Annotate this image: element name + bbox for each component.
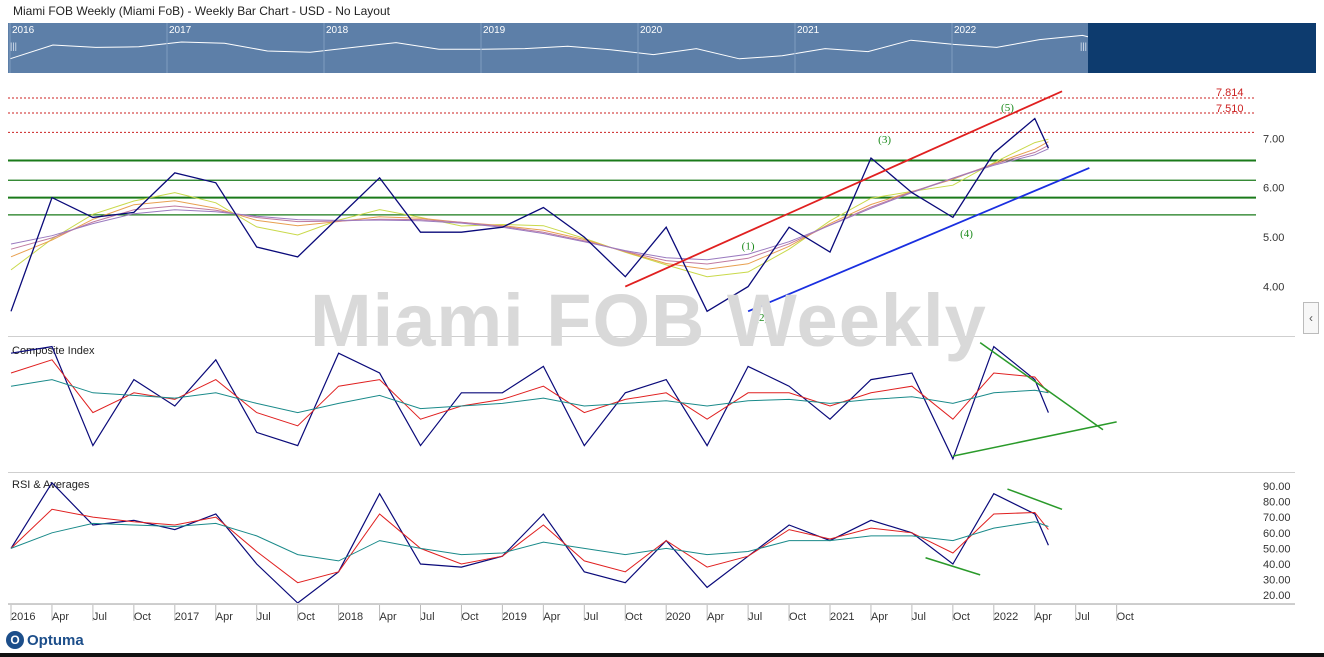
rsi-tick-4: 60.00 xyxy=(1263,528,1291,540)
rsi-panel[interactable]: RSI & Averages 20.00 30.00 40.00 50.00 60.00… xyxy=(8,475,1295,604)
time-label-5: Apr xyxy=(216,611,233,623)
price-chart: 7.814 7.510 (1) (2) (3) (4) (5) 4.00 5.00 6.00 7.0… xyxy=(8,87,1284,324)
wave-label-2: (3) xyxy=(878,134,891,146)
time-label-2: Jul xyxy=(93,611,107,623)
navigator-year-2017: 2017 xyxy=(169,25,192,36)
navigator-year-2020: 2020 xyxy=(640,25,663,36)
time-label-13: Apr xyxy=(543,611,560,623)
composite-series-2 xyxy=(10,379,1049,414)
rsi-chart: 20.00 30.00 40.00 50.00 60.00 70.00 80.00 90.00 xyxy=(10,481,1291,603)
rsi-tick-1: 30.00 xyxy=(1263,575,1291,587)
price-tick-3: 7.00 xyxy=(1263,133,1284,145)
navigator-year-2022: 2022 xyxy=(954,25,977,36)
chart-title: Miami FOB Weekly (Miami FoB) - Weekly Ba… xyxy=(13,4,390,18)
navigator-line xyxy=(9,34,1097,60)
price-tick-2: 6.00 xyxy=(1263,183,1284,195)
price-panel[interactable]: 7.814 7.510 (1) (2) (3) (4) (5) 4.00 5.00 6.00 7.0… xyxy=(8,74,1295,337)
wave-label-1: (2) xyxy=(755,312,768,324)
price-tick-0: 4.00 xyxy=(1263,282,1284,294)
navigator-left-grip[interactable]: ||| xyxy=(10,41,18,51)
time-label-24: 2022 xyxy=(994,611,1018,623)
time-label-4: 2017 xyxy=(175,611,199,623)
composite-series-0 xyxy=(10,345,1049,461)
navigator-sparkline xyxy=(9,23,1097,73)
time-label-6: Jul xyxy=(257,611,271,623)
rsi-trendline-1 xyxy=(1007,488,1063,511)
time-label-0: 2016 xyxy=(11,611,35,623)
time-label-16: 2020 xyxy=(666,611,690,623)
price-tick-1: 5.00 xyxy=(1263,232,1284,244)
resistance-trendline xyxy=(624,90,1063,288)
composite-series-1 xyxy=(10,359,1049,427)
time-axis-labels: 2016 Apr Jul Oct 2017 Apr Jul Oct 2018 Apr Jul Oct 2… xyxy=(10,605,1134,623)
wave-label-4: (5) xyxy=(1001,102,1014,114)
rsi-trendline-0 xyxy=(925,557,981,576)
navigator-year-2021: 2021 xyxy=(797,25,820,36)
navigator-year-2019: 2019 xyxy=(483,25,506,36)
rsi-tick-0: 20.00 xyxy=(1263,590,1291,602)
collapse-panel-button[interactable]: ‹ xyxy=(1303,302,1319,334)
rsi-series-0 xyxy=(10,481,1049,603)
rsi-series-1 xyxy=(10,508,1049,584)
time-label-17: Apr xyxy=(707,611,724,623)
ma-line-2 xyxy=(10,144,1049,265)
time-label-14: Jul xyxy=(584,611,598,623)
support-trendline xyxy=(747,167,1090,313)
navigator-selection[interactable] xyxy=(1088,23,1316,73)
time-label-26: Jul xyxy=(1076,611,1090,623)
time-label-11: Oct xyxy=(461,611,478,623)
rsi-tick-5: 70.00 xyxy=(1263,512,1291,524)
time-label-20: 2021 xyxy=(830,611,854,623)
composite-panel[interactable]: Composite Index xyxy=(8,340,1295,473)
time-label-3: Oct xyxy=(134,611,151,623)
level-label-1: 7.510 xyxy=(1216,103,1244,115)
rsi-tick-6: 80.00 xyxy=(1263,497,1291,509)
time-navigator[interactable]: 2016 2017 2018 2019 2020 2021 2022 ||| ||| xyxy=(8,23,1316,73)
optuma-logo-icon: O xyxy=(6,631,24,649)
time-label-21: Apr xyxy=(871,611,888,623)
composite-trendline-1 xyxy=(979,342,1104,431)
time-label-19: Oct xyxy=(789,611,806,623)
rsi-tick-3: 50.00 xyxy=(1263,543,1291,555)
time-label-7: Oct xyxy=(298,611,315,623)
time-label-18: Jul xyxy=(748,611,762,623)
wave-label-0: (1) xyxy=(742,240,755,252)
optuma-logo: O Optuma xyxy=(6,629,84,651)
time-label-27: Oct xyxy=(1117,611,1134,623)
time-label-22: Jul xyxy=(912,611,926,623)
time-label-10: Jul xyxy=(421,611,435,623)
optuma-logo-text: Optuma xyxy=(27,631,84,649)
rsi-tick-7: 90.00 xyxy=(1263,481,1291,493)
watermark: Miami FOB Weekly xyxy=(310,279,987,362)
rsi-tick-2: 40.00 xyxy=(1263,559,1291,571)
price-series xyxy=(10,117,1049,313)
ma-line-1 xyxy=(10,141,1049,270)
rsi-series-2 xyxy=(10,521,1049,562)
time-label-23: Oct xyxy=(953,611,970,623)
time-label-9: Apr xyxy=(380,611,397,623)
time-label-8: 2018 xyxy=(339,611,363,623)
level-label-0: 7.814 xyxy=(1216,87,1244,99)
ma-line-3 xyxy=(10,148,1049,261)
time-label-1: Apr xyxy=(52,611,69,623)
time-label-15: Oct xyxy=(625,611,642,623)
navigator-year-2016: 2016 xyxy=(12,25,35,36)
composite-chart xyxy=(10,342,1117,461)
navigator-right-grip[interactable]: ||| xyxy=(1080,41,1088,51)
time-label-25: Apr xyxy=(1035,611,1052,623)
time-axis: 2016 Apr Jul Oct 2017 Apr Jul Oct 2018 Apr Jul Oct 2… xyxy=(8,604,1295,627)
time-label-12: 2019 xyxy=(502,611,526,623)
bottom-bar xyxy=(0,653,1324,657)
wave-label-3: (4) xyxy=(960,228,973,240)
navigator-year-2018: 2018 xyxy=(326,25,349,36)
composite-trendline-0 xyxy=(952,421,1117,457)
ma-line-0 xyxy=(10,138,1049,278)
